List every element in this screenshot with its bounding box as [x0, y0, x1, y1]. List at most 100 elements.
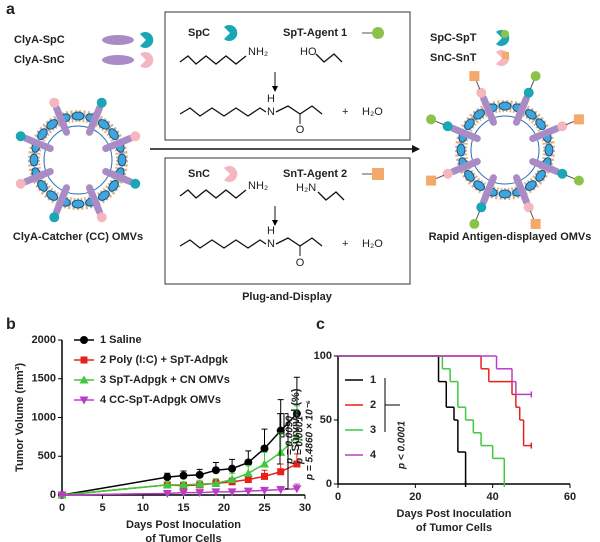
- lipid-head: [37, 128, 48, 141]
- clya: [480, 94, 498, 126]
- clya: [449, 125, 481, 143]
- x-tick-label: 20: [218, 502, 230, 514]
- chain: [317, 191, 345, 201]
- chem-label: N: [267, 238, 275, 250]
- marker: [195, 489, 205, 498]
- lipid-head: [498, 101, 512, 111]
- tag: [434, 120, 445, 126]
- clya: [529, 125, 561, 143]
- chem-label: H: [267, 225, 275, 237]
- marker: [260, 486, 269, 495]
- chain: [179, 189, 247, 199]
- x-tick-label: 30: [299, 502, 311, 514]
- marker: [227, 475, 237, 483]
- reagent-label: SnT-Agent 2: [283, 168, 347, 180]
- chem-label: HO: [300, 46, 317, 58]
- legend-label: SnC-SnT: [430, 52, 477, 64]
- reaction-box: [164, 157, 411, 285]
- legend-label: 3: [370, 424, 376, 436]
- lipid-head: [108, 179, 119, 192]
- tag: [529, 79, 535, 90]
- chain: [179, 105, 323, 117]
- x-tick-label: 60: [564, 491, 576, 503]
- marker: [293, 460, 301, 468]
- error-bar: [277, 399, 284, 431]
- conjugate-icon: [502, 52, 509, 59]
- x-tick-label: 25: [258, 502, 270, 514]
- marker: [179, 471, 188, 480]
- tag: [475, 79, 481, 90]
- y-tick-label: 500: [38, 450, 56, 462]
- caption: Plug-and-Display: [242, 291, 333, 303]
- caption: ClyA-Catcher (CC) OMVs: [13, 231, 143, 243]
- agent: [426, 175, 437, 186]
- marker: [179, 480, 188, 489]
- bracket: [384, 378, 400, 432]
- panel-label: a: [6, 1, 15, 18]
- chain: [315, 53, 343, 63]
- tag: [434, 174, 445, 180]
- chart-c: c 0 50 100 0 20 40 60 Survival (%) Days Post Inoc…: [290, 316, 576, 534]
- omv: [15, 97, 141, 223]
- catcher: [15, 178, 26, 189]
- catcher: [557, 121, 568, 132]
- x-tick-label: 5: [99, 502, 105, 514]
- agent: [530, 71, 541, 82]
- marker: [163, 473, 172, 482]
- lipid-head: [71, 111, 85, 121]
- lipid-head: [117, 153, 127, 167]
- agent: [469, 218, 480, 229]
- bracket: [281, 413, 285, 438]
- lipid-head: [464, 169, 475, 182]
- y-tick-label: 2000: [32, 334, 56, 346]
- marker: [162, 480, 172, 489]
- chem-label: H₂O: [362, 238, 383, 250]
- legend-label: 2 Poly (I:C) + SpT-Adpgk: [100, 354, 229, 366]
- clya: [85, 104, 103, 136]
- spc-icon: [140, 32, 154, 48]
- x-axis-label: Days Post Inoculation: [126, 519, 241, 531]
- marker: [261, 472, 268, 480]
- y-axis-label: Survival (%): [290, 388, 302, 451]
- lipid-head: [464, 118, 475, 131]
- marker: [292, 432, 302, 441]
- annotation: p = 0.0001: [295, 416, 306, 466]
- conjugate-icon: [501, 30, 509, 38]
- y-tick-label: 0: [50, 489, 56, 501]
- membrane-inner: [470, 115, 540, 185]
- legend-label: ClyA-SnC: [14, 54, 65, 66]
- clya: [22, 167, 54, 185]
- series-line: [61, 488, 297, 496]
- tag: [565, 120, 576, 126]
- lipid-head: [97, 119, 110, 130]
- lipid-head: [524, 109, 537, 120]
- marker: [276, 447, 286, 456]
- clya-icon: [102, 55, 134, 65]
- bracket: [285, 413, 289, 490]
- marker: [276, 486, 286, 495]
- snc-icon: [224, 165, 238, 182]
- catcher: [130, 131, 141, 142]
- agent: [469, 71, 480, 82]
- x-axis-label: of Tumor Cells: [416, 522, 492, 534]
- marker: [195, 479, 205, 488]
- marker: [79, 396, 89, 405]
- chain: [179, 55, 247, 65]
- tag: [565, 174, 576, 180]
- membrane-inner: [43, 125, 113, 195]
- lipid-head: [71, 199, 85, 209]
- chem-label: O: [296, 124, 305, 136]
- lipid-head: [524, 180, 537, 191]
- x-tick-label: 10: [137, 502, 149, 514]
- marker: [195, 470, 204, 479]
- agent: [530, 218, 541, 229]
- marker: [80, 336, 88, 344]
- chem-label: H₂O: [362, 106, 383, 118]
- agent: [573, 175, 584, 186]
- clya: [512, 94, 530, 126]
- marker: [179, 489, 188, 498]
- reaction-box: [164, 11, 411, 141]
- legend-label: 1: [370, 374, 376, 386]
- annotation: p < 0.0001: [397, 421, 408, 471]
- marker: [277, 468, 285, 476]
